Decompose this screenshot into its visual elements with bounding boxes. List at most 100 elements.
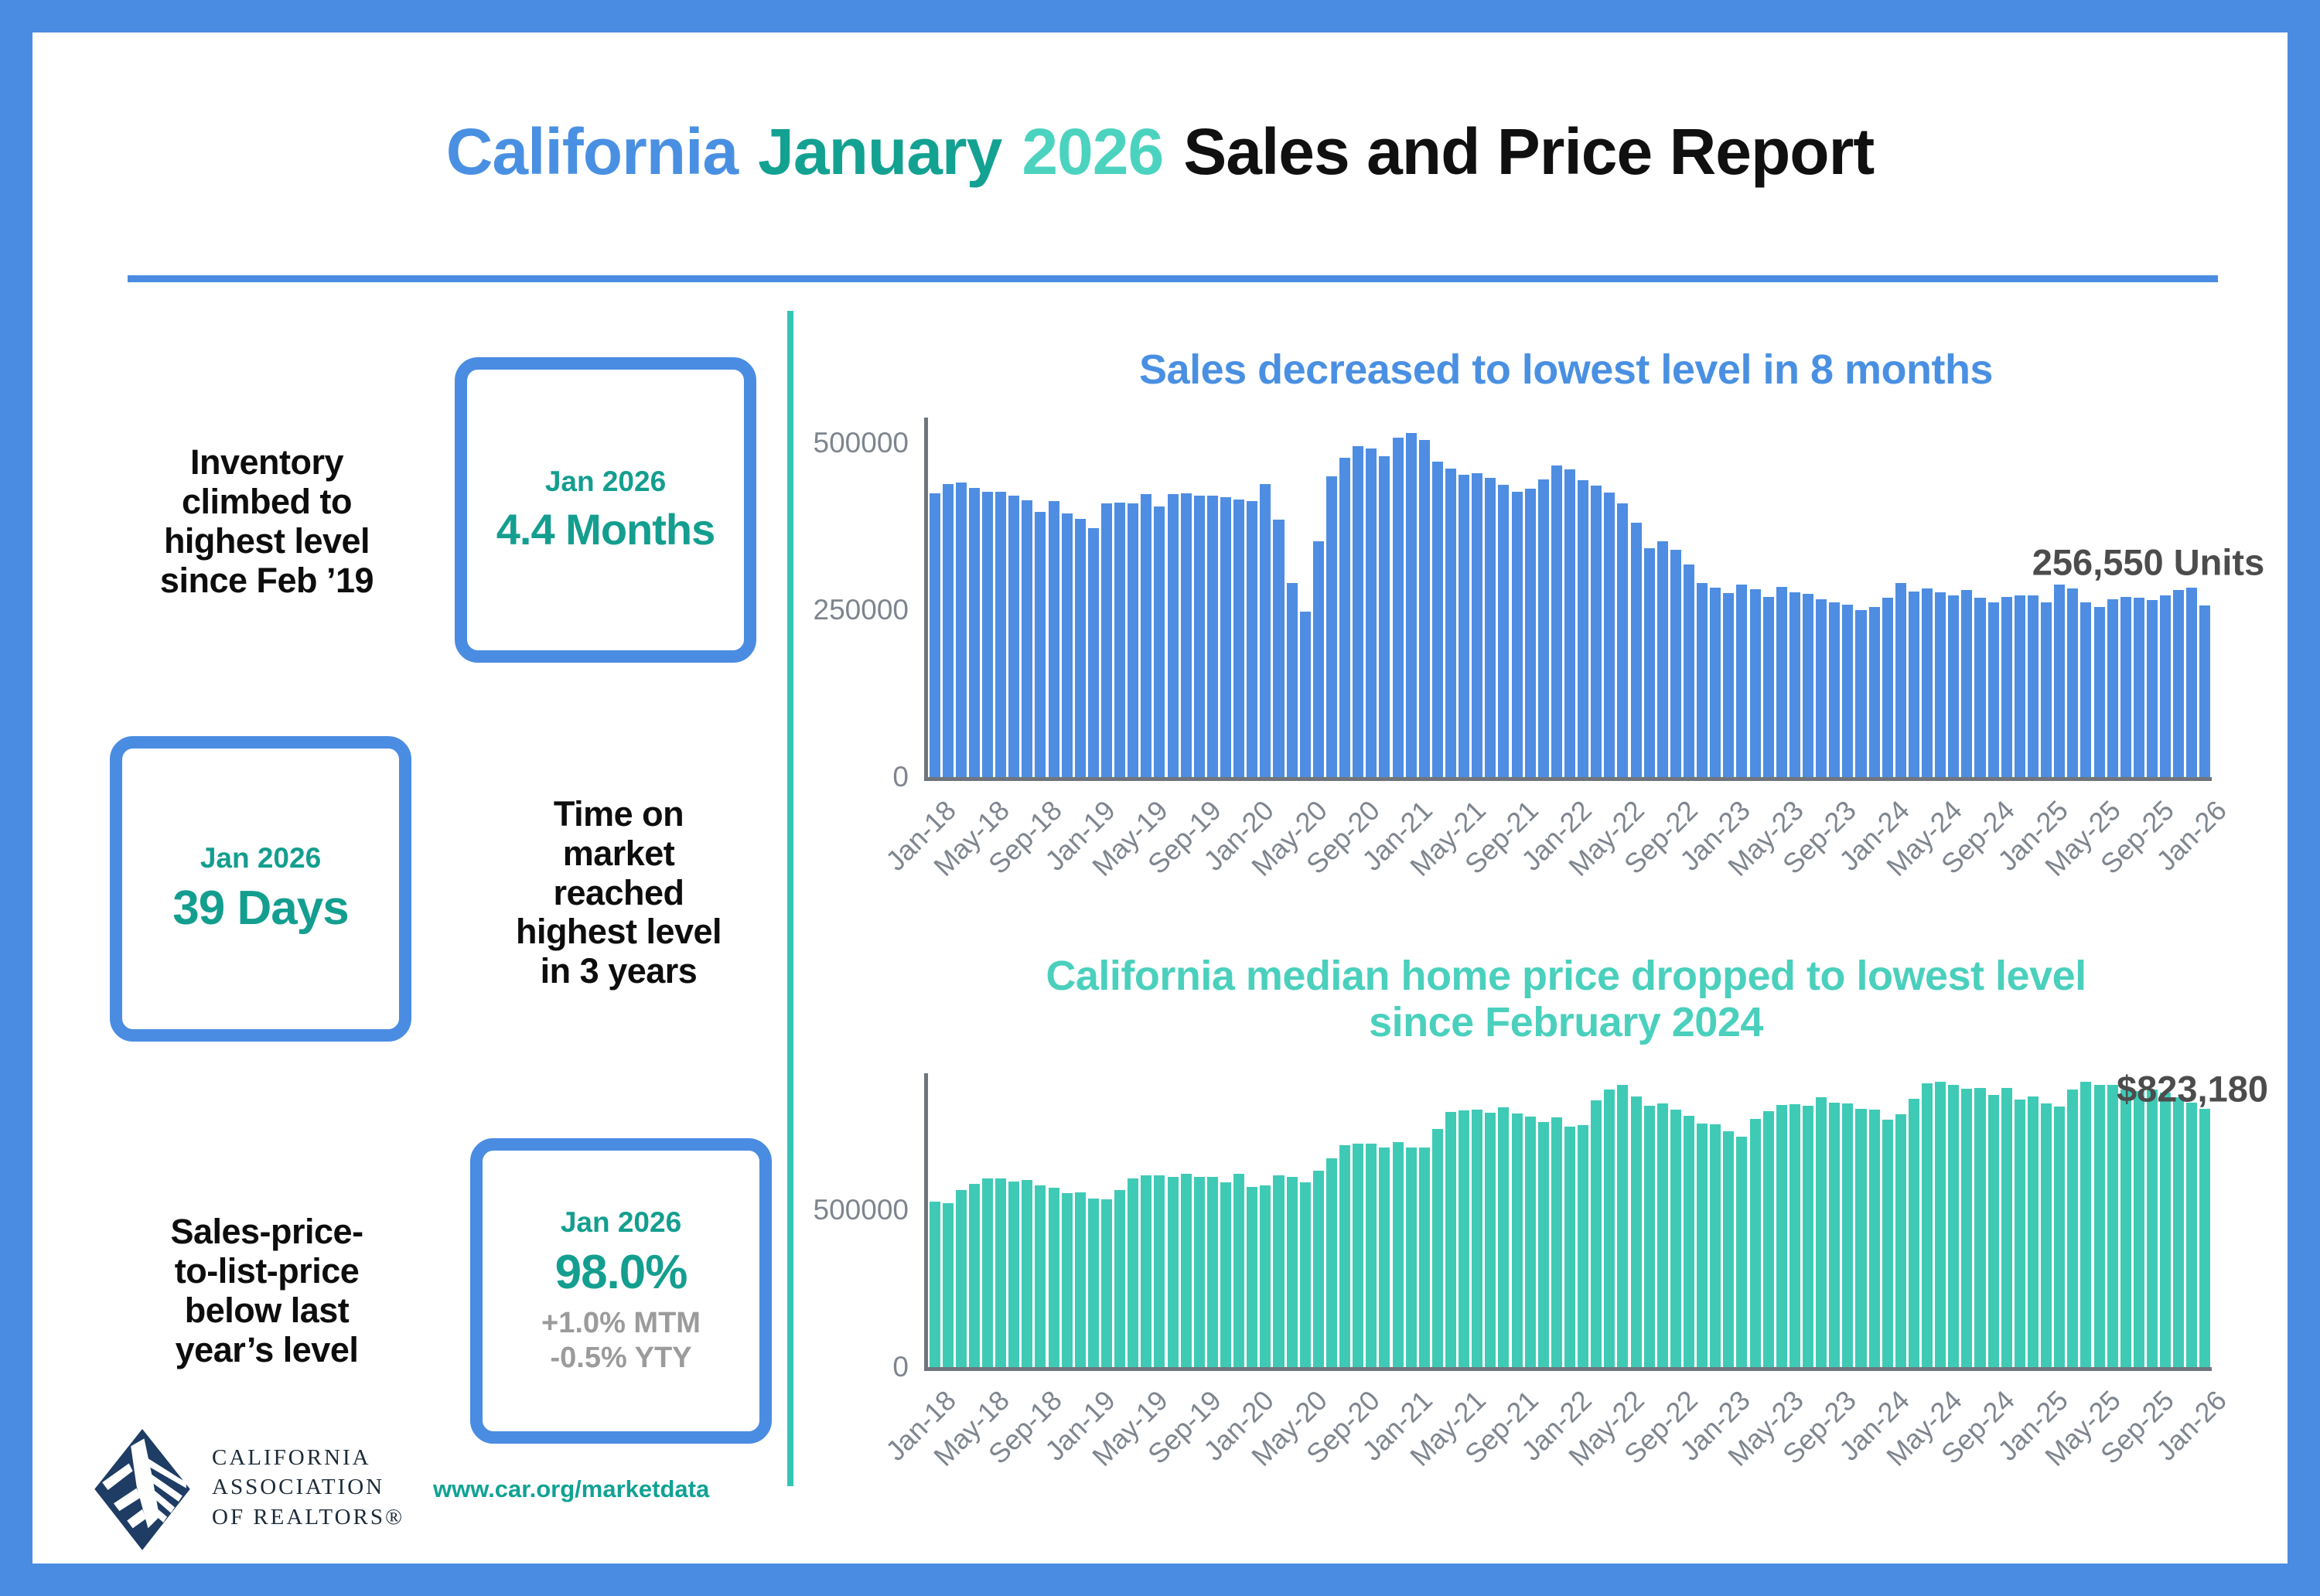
bar-Dec-18 [1074, 1192, 1086, 1367]
bar-Dec-19 [1233, 1174, 1245, 1367]
bar-Feb-20 [1260, 1185, 1271, 1367]
title-report: Sales and Price Report [1183, 115, 1875, 188]
bar-Mar-18 [955, 483, 967, 777]
bar-Feb-21 [1418, 440, 1430, 777]
bar-May-25 [2093, 1085, 2105, 1367]
price-chart-title: California median home price dropped to … [1046, 953, 2086, 1046]
bar-Dec-23 [1868, 607, 1880, 777]
bar-Aug-23 [1816, 599, 1827, 777]
bar-Apr-18 [968, 488, 980, 777]
bar-May-24 [1935, 1082, 1946, 1367]
bar-Mar-19 [1114, 1190, 1126, 1367]
sale-to-list-stat-box: Jan 2026 98.0% +1.0% MTM -0.5% YTY [470, 1138, 772, 1444]
bar-May-21 [1459, 475, 1470, 777]
y-axis-label: 500000 [813, 1194, 909, 1226]
bar-Apr-25 [2080, 602, 2092, 777]
bar-Oct-20 [1366, 1144, 1377, 1367]
bar-Oct-23 [1842, 605, 1854, 777]
bar-Sep-19 [1193, 496, 1205, 777]
days-on-market-value: 39 Days [172, 882, 349, 935]
bar-Nov-22 [1697, 1124, 1708, 1367]
bar-May-23 [1776, 587, 1787, 777]
bar-Sep-24 [1987, 1095, 1999, 1367]
bar-Aug-18 [1022, 500, 1033, 777]
bar-Jun-20 [1312, 541, 1324, 777]
bar-Jan-18 [929, 1202, 940, 1367]
bar-Apr-22 [1604, 493, 1615, 777]
bar-Sep-25 [2146, 1090, 2158, 1367]
bar-Feb-20 [1260, 484, 1271, 777]
bar-Jul-23 [1803, 1106, 1814, 1367]
bar-Jun-22 [1630, 523, 1642, 777]
bar-Dec-20 [1392, 1142, 1404, 1367]
bar-Sep-20 [1353, 1144, 1364, 1367]
bar-Jun-25 [2107, 599, 2118, 777]
bar-Sep-18 [1035, 512, 1046, 777]
bar-Feb-25 [2054, 585, 2066, 777]
bar-Apr-23 [1762, 1111, 1774, 1367]
bar-May-19 [1141, 1175, 1152, 1367]
bar-Nov-18 [1061, 513, 1073, 777]
bar-Jun-20 [1312, 1171, 1324, 1367]
bar-Oct-21 [1524, 1117, 1536, 1367]
bar-Mar-25 [2067, 588, 2079, 777]
bar-Apr-23 [1762, 597, 1774, 777]
bar-Nov-21 [1537, 1122, 1549, 1367]
bar-Dec-18 [1074, 519, 1086, 777]
bar-Jul-21 [1485, 1113, 1496, 1367]
bar-Mar-25 [2067, 1090, 2079, 1367]
bar-Nov-22 [1697, 583, 1708, 777]
bar-Feb-18 [942, 484, 954, 777]
y-axis-label: 0 [892, 761, 909, 793]
title-divider-line [128, 275, 2218, 282]
bar-Apr-21 [1445, 469, 1456, 777]
bar-Jul-22 [1643, 1106, 1655, 1367]
bar-Sep-24 [1987, 602, 1999, 777]
bar-Nov-20 [1379, 456, 1390, 777]
bar-Feb-19 [1101, 503, 1113, 777]
bar-May-18 [981, 492, 994, 777]
bar-Jun-21 [1472, 473, 1483, 777]
bar-Jul-18 [1008, 496, 1020, 777]
bar-Mar-19 [1114, 503, 1126, 777]
bar-Feb-21 [1418, 1148, 1430, 1367]
bar-Sep-21 [1511, 1113, 1523, 1367]
bar-Aug-22 [1656, 541, 1668, 777]
bar-May-22 [1617, 503, 1629, 777]
bar-May-21 [1459, 1110, 1470, 1367]
bar-Oct-21 [1524, 489, 1536, 777]
bar-Oct-25 [2160, 1093, 2172, 1367]
sales-chart-title: Sales decreased to lowest level in 8 mon… [1139, 346, 1993, 393]
bar-Jul-25 [2120, 1090, 2131, 1367]
bar-Aug-24 [1974, 598, 1986, 777]
bar-Oct-22 [1684, 1116, 1695, 1367]
bar-Mar-20 [1273, 520, 1285, 777]
bar-Jan-20 [1247, 501, 1258, 777]
inventory-value: 4.4 Months [496, 505, 715, 554]
bar-Apr-20 [1286, 583, 1298, 777]
bar-Nov-20 [1379, 1148, 1390, 1367]
bar-Jan-25 [2041, 1103, 2052, 1367]
bar-Jun-25 [2107, 1085, 2118, 1367]
car-association-logo-icon [94, 1429, 190, 1550]
bar-Mar-21 [1431, 462, 1443, 777]
bar-Mar-24 [1908, 592, 1919, 777]
bar-Feb-24 [1895, 1114, 1906, 1367]
bar-Sep-23 [1829, 1103, 1841, 1367]
bar-Jan-22 [1564, 1127, 1575, 1367]
bar-Nov-21 [1537, 479, 1549, 777]
bar-Mar-23 [1749, 589, 1761, 777]
vertical-divider [787, 311, 793, 1486]
page-title: California January 2026 Sales and Price … [0, 114, 2320, 189]
bar-Oct-23 [1842, 1103, 1854, 1367]
bar-Jun-22 [1630, 1096, 1642, 1367]
price-chart-plot: 0 500000 Jan-18 May-18 Sep-18 Jan-19 May-19 Sep… [814, 1073, 2233, 1472]
bar-Feb-23 [1736, 585, 1748, 777]
bar-Jul-24 [1961, 590, 1973, 777]
sale-to-list-period: Jan 2026 [560, 1206, 682, 1239]
bar-Mar-23 [1749, 1119, 1761, 1367]
bar-Nov-24 [2014, 1100, 2025, 1367]
bar-Apr-25 [2080, 1082, 2092, 1367]
bar-Jul-22 [1643, 548, 1655, 777]
bar-Nov-25 [2173, 590, 2185, 777]
